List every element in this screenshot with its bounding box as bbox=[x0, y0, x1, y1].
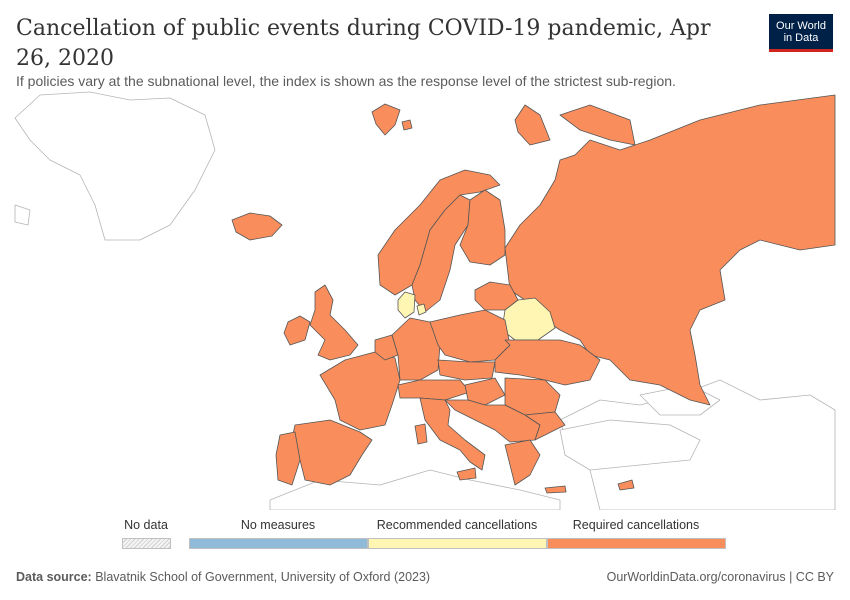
legend-swatch-required bbox=[547, 538, 726, 549]
crete-region bbox=[544, 485, 567, 494]
svalbard-region bbox=[371, 103, 401, 136]
canada-islands-outline bbox=[14, 204, 31, 226]
benelux-region bbox=[374, 334, 399, 361]
legend-swatch-no-measures bbox=[189, 538, 368, 549]
legend-label-no-data: No data bbox=[124, 518, 168, 532]
map-legend: No data No measures Recommended cancella… bbox=[0, 515, 850, 555]
sicily-region bbox=[456, 467, 477, 481]
poland-region bbox=[429, 309, 511, 363]
svalbard-islet-region bbox=[401, 119, 413, 131]
kola-peninsula-region bbox=[514, 104, 551, 146]
turkey-outline bbox=[559, 419, 701, 471]
north-africa-outline bbox=[269, 469, 561, 510]
legend-label-required: Required cancellations bbox=[572, 518, 700, 532]
russia-region bbox=[504, 94, 836, 406]
denmark-region bbox=[397, 291, 416, 319]
italy-region bbox=[419, 397, 486, 471]
cyprus-region bbox=[617, 479, 635, 491]
ireland-region bbox=[283, 315, 311, 346]
legend-swatch-recommended bbox=[368, 538, 547, 549]
data-source-label: Data source: bbox=[16, 570, 92, 584]
chart-subtitle: If policies vary at the subnational leve… bbox=[16, 73, 676, 89]
finland-region bbox=[459, 189, 506, 266]
iceland-region bbox=[231, 212, 283, 241]
license-link[interactable]: OurWorldinData.org/coronavirus | CC BY bbox=[606, 570, 834, 584]
sardinia-region bbox=[414, 423, 428, 445]
greece-region bbox=[504, 439, 541, 486]
owid-logo[interactable]: Our World in Data bbox=[769, 14, 833, 52]
ukraine-region bbox=[494, 339, 601, 386]
czech-slovakia-region bbox=[437, 359, 496, 381]
greenland-outline bbox=[14, 91, 216, 241]
legend-label-no-measures: No measures bbox=[240, 518, 316, 532]
legend-label-recommended: Recommended cancellations bbox=[376, 518, 538, 532]
france-region bbox=[319, 351, 401, 431]
novaya-zemlya-region bbox=[559, 104, 636, 146]
legend-swatch-no-data bbox=[122, 538, 171, 549]
switzerland-austria-region bbox=[397, 379, 471, 401]
data-source-text[interactable]: Blavatnik School of Government, Universi… bbox=[95, 570, 431, 584]
bulgaria-region bbox=[524, 411, 566, 441]
hungary-region bbox=[464, 377, 506, 406]
data-source: Data source: Blavatnik School of Governm… bbox=[16, 570, 430, 584]
uk-region bbox=[309, 284, 359, 361]
europe-map bbox=[14, 91, 836, 510]
portugal-region bbox=[275, 431, 301, 486]
chart-title: Cancellation of public events during COV… bbox=[16, 16, 711, 71]
logo-line-1: Our World bbox=[776, 19, 826, 32]
germany-region bbox=[391, 317, 441, 381]
denmark-island-region bbox=[416, 303, 427, 316]
logo-line-2: in Data bbox=[783, 31, 819, 44]
